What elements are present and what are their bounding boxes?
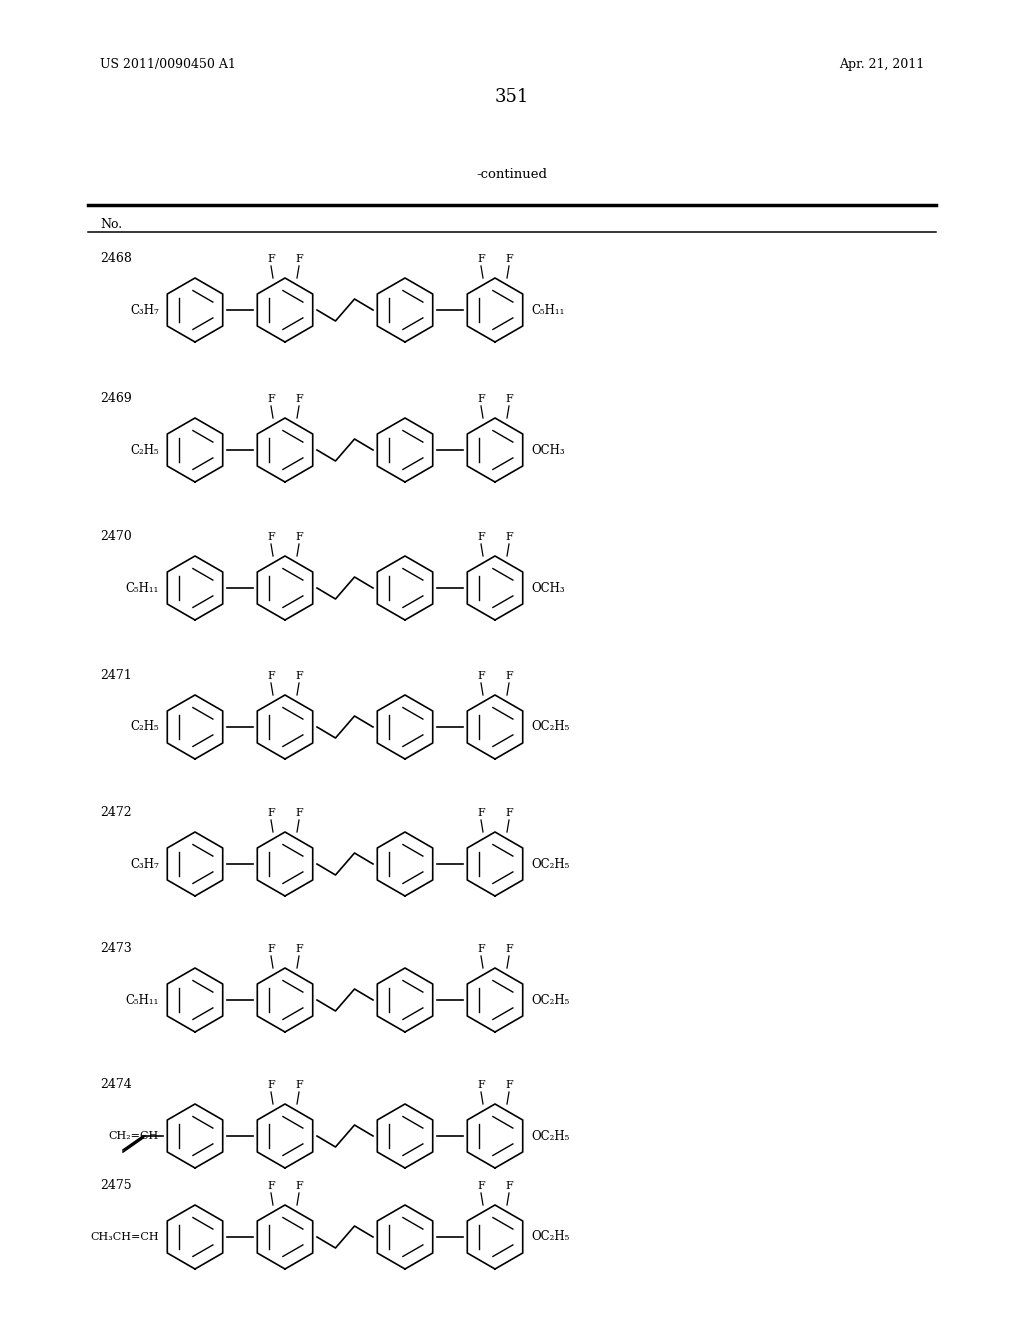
- Text: F: F: [477, 253, 485, 264]
- Text: 2474: 2474: [100, 1078, 132, 1092]
- Text: F: F: [477, 532, 485, 543]
- Text: 2468: 2468: [100, 252, 132, 265]
- Text: CH₂=CH: CH₂=CH: [109, 1131, 159, 1140]
- Text: 351: 351: [495, 88, 529, 106]
- Text: F: F: [477, 1080, 485, 1090]
- Text: F: F: [295, 393, 303, 404]
- Text: OC₂H₅: OC₂H₅: [531, 1130, 569, 1143]
- Text: C₃H₇: C₃H₇: [130, 304, 159, 317]
- Text: C₂H₅: C₂H₅: [130, 721, 159, 734]
- Text: F: F: [267, 1181, 274, 1191]
- Text: F: F: [295, 1080, 303, 1090]
- Text: 2469: 2469: [100, 392, 132, 405]
- Text: F: F: [505, 944, 513, 954]
- Text: F: F: [505, 671, 513, 681]
- Text: No.: No.: [100, 218, 122, 231]
- Text: F: F: [505, 808, 513, 818]
- Text: F: F: [505, 1080, 513, 1090]
- Text: F: F: [505, 253, 513, 264]
- Text: F: F: [505, 393, 513, 404]
- Text: OCH₃: OCH₃: [531, 444, 564, 457]
- Text: 2472: 2472: [100, 807, 132, 818]
- Text: F: F: [477, 671, 485, 681]
- Text: F: F: [477, 808, 485, 818]
- Text: F: F: [295, 1181, 303, 1191]
- Text: 2471: 2471: [100, 669, 132, 682]
- Text: F: F: [295, 944, 303, 954]
- Text: OC₂H₅: OC₂H₅: [531, 994, 569, 1006]
- Text: F: F: [267, 1080, 274, 1090]
- Text: C₅H₁₁: C₅H₁₁: [126, 994, 159, 1006]
- Text: F: F: [267, 532, 274, 543]
- Text: C₃H₇: C₃H₇: [130, 858, 159, 870]
- Text: F: F: [477, 944, 485, 954]
- Text: 2473: 2473: [100, 942, 132, 954]
- Text: OC₂H₅: OC₂H₅: [531, 858, 569, 870]
- Text: F: F: [267, 393, 274, 404]
- Text: F: F: [267, 944, 274, 954]
- Text: OC₂H₅: OC₂H₅: [531, 1230, 569, 1243]
- Text: CH₃CH=CH: CH₃CH=CH: [90, 1232, 159, 1242]
- Text: F: F: [295, 808, 303, 818]
- Text: F: F: [295, 253, 303, 264]
- Text: F: F: [477, 1181, 485, 1191]
- Text: 2475: 2475: [100, 1179, 132, 1192]
- Text: US 2011/0090450 A1: US 2011/0090450 A1: [100, 58, 236, 71]
- Text: OCH₃: OCH₃: [531, 582, 564, 594]
- Text: Apr. 21, 2011: Apr. 21, 2011: [839, 58, 924, 71]
- Text: C₅H₁₁: C₅H₁₁: [126, 582, 159, 594]
- Text: -continued: -continued: [476, 168, 548, 181]
- Text: 2470: 2470: [100, 531, 132, 543]
- Text: F: F: [505, 532, 513, 543]
- Text: F: F: [267, 671, 274, 681]
- Text: F: F: [295, 532, 303, 543]
- Text: F: F: [267, 253, 274, 264]
- Text: C₅H₁₁: C₅H₁₁: [531, 304, 564, 317]
- Text: F: F: [295, 671, 303, 681]
- Text: C₂H₅: C₂H₅: [130, 444, 159, 457]
- Text: OC₂H₅: OC₂H₅: [531, 721, 569, 734]
- Text: F: F: [477, 393, 485, 404]
- Text: F: F: [267, 808, 274, 818]
- Text: F: F: [505, 1181, 513, 1191]
